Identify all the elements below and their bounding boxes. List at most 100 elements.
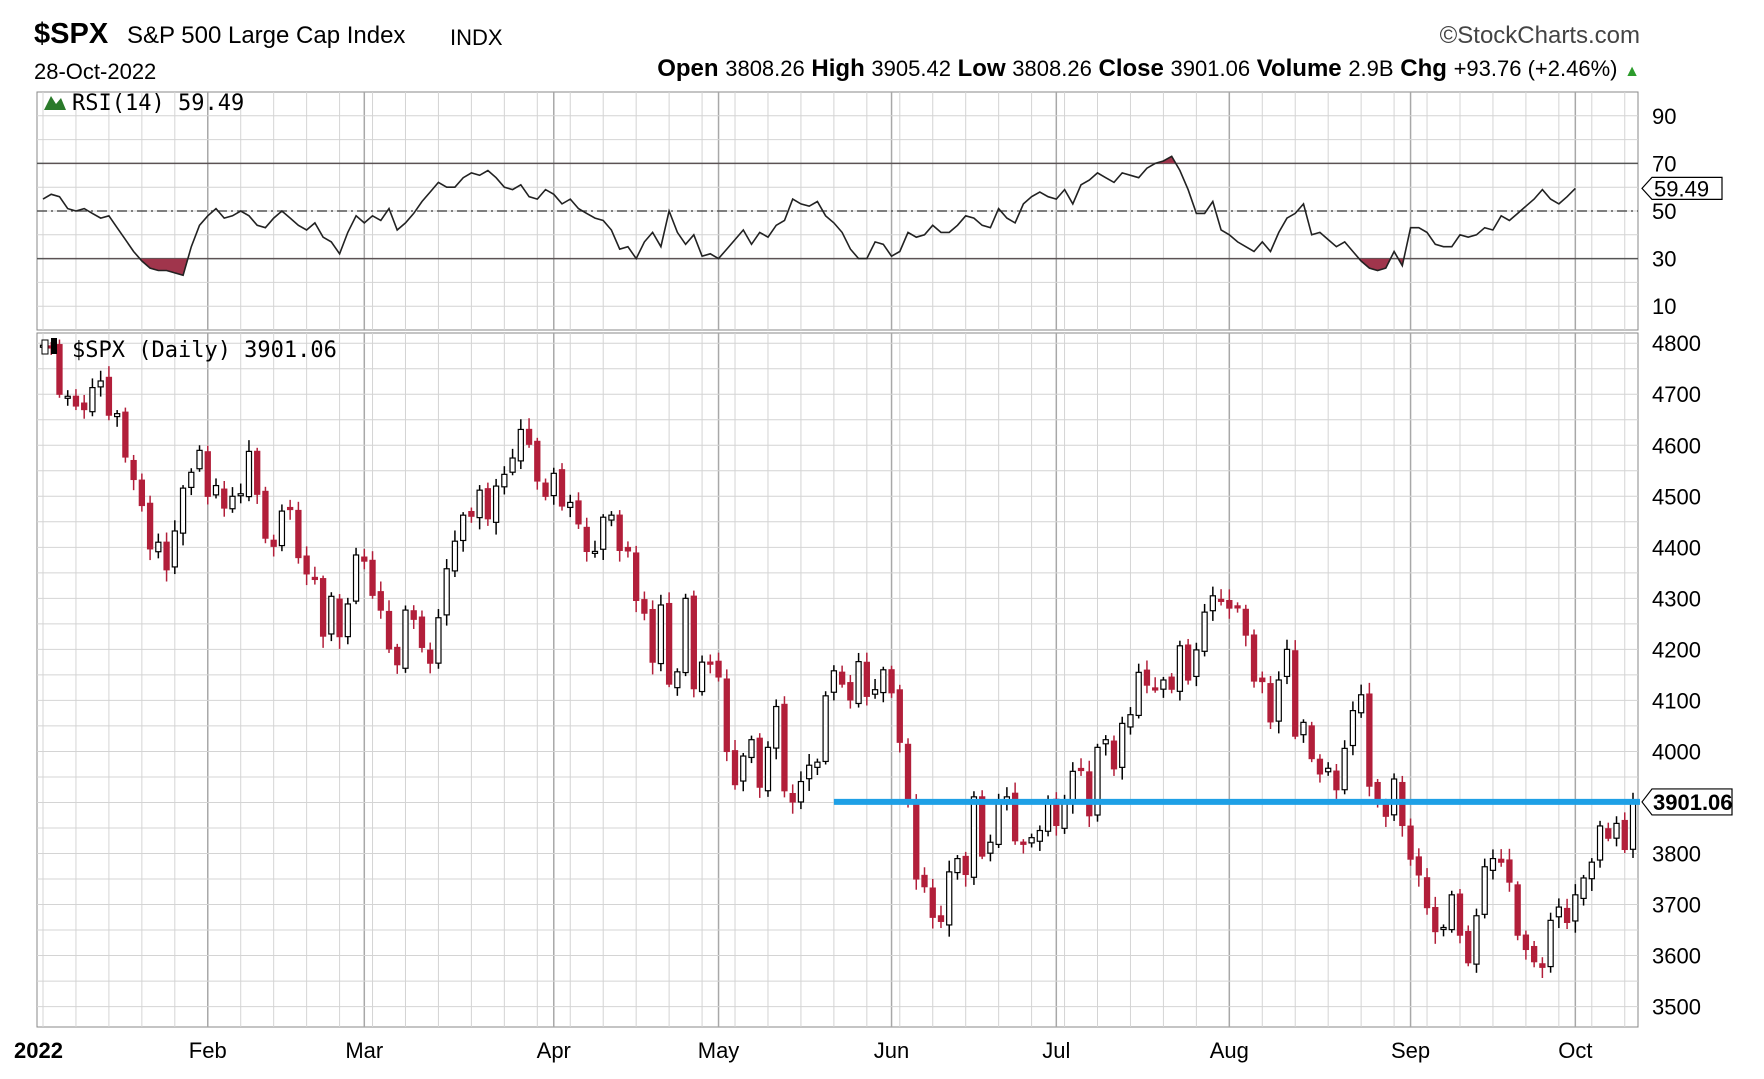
candle-body — [402, 609, 409, 669]
price-tick-label: 4000 — [1652, 739, 1701, 764]
candle-body — [1283, 648, 1291, 678]
candle-body — [1613, 822, 1620, 839]
candle-body — [361, 556, 368, 562]
candle-body — [1292, 650, 1299, 737]
candle-body — [1275, 679, 1282, 722]
candle-body — [1333, 770, 1340, 791]
candle-body — [509, 457, 516, 473]
open-value: 3808.26 — [725, 56, 805, 81]
close-value: 3901.06 — [1170, 56, 1251, 81]
candle-body — [937, 915, 945, 922]
candle-body — [377, 591, 384, 611]
candle-body — [731, 750, 739, 786]
candle-body — [789, 792, 796, 803]
chart-header: $SPX S&P 500 Large Cap Index INDX ©Stock… — [0, 0, 1764, 90]
candle-body — [863, 661, 870, 697]
candle-body — [270, 539, 277, 547]
candle-body — [1390, 778, 1398, 816]
price-tick-label: 3500 — [1652, 995, 1701, 1020]
price-tick-label: 4100 — [1652, 688, 1701, 713]
candle-body — [1316, 758, 1324, 775]
rsi-indicator-icon — [44, 96, 66, 110]
candle-body — [1489, 858, 1497, 871]
candle-body — [756, 737, 763, 788]
price-tick-label: 4300 — [1652, 586, 1701, 611]
candle-body — [484, 488, 492, 520]
candle-body — [427, 649, 434, 664]
candle-body — [583, 526, 590, 553]
candle-body — [1094, 746, 1101, 816]
candle-body — [72, 395, 80, 407]
candle-body — [460, 514, 467, 542]
rsi-tick-label: 50 — [1652, 199, 1676, 224]
candle-body — [410, 610, 417, 620]
candle-body — [814, 761, 821, 768]
candle-body — [1176, 645, 1184, 692]
candle-body — [468, 511, 475, 517]
candle-body — [1465, 930, 1472, 964]
candle-body — [1440, 926, 1447, 931]
candle-body — [130, 459, 137, 481]
candle-icon — [51, 338, 57, 354]
price-tick-label: 4600 — [1652, 433, 1701, 458]
candle-body — [806, 764, 813, 780]
candle-body — [204, 451, 211, 497]
candle-body — [155, 541, 162, 553]
candle-body — [122, 411, 129, 458]
candle-body — [1061, 802, 1068, 829]
x-tick-label: Jun — [874, 1038, 909, 1063]
candle-body — [591, 550, 599, 555]
candle-body — [352, 554, 360, 602]
candle-body — [1152, 687, 1159, 691]
candle-body — [674, 671, 681, 689]
candle-body — [336, 598, 343, 638]
candle-body — [138, 479, 146, 507]
candle-body — [995, 801, 1002, 846]
candle-body — [880, 669, 887, 694]
candle-body — [1119, 722, 1126, 768]
brand-logo[interactable]: ©StockCharts.com — [1440, 22, 1640, 50]
candle-body — [303, 555, 310, 575]
candle-body — [501, 473, 508, 488]
candle-body — [1020, 841, 1027, 845]
low-value: 3808.26 — [1012, 56, 1092, 81]
candle-body — [369, 559, 376, 596]
candle-body — [1193, 649, 1200, 678]
candle-body — [286, 506, 294, 511]
candle-body — [517, 428, 524, 462]
rsi-tick-label: 90 — [1652, 104, 1676, 129]
x-tick-label: Sep — [1391, 1038, 1430, 1063]
candle-body — [435, 617, 442, 664]
price-tick-label: 4700 — [1652, 382, 1701, 407]
candle-body — [1028, 837, 1035, 844]
x-tick-label: Feb — [189, 1038, 227, 1063]
close-label: Close — [1098, 55, 1164, 82]
candle-body — [1308, 725, 1315, 760]
candle-body — [1160, 679, 1167, 690]
candle-body — [1473, 915, 1480, 965]
candle-body — [1044, 800, 1052, 832]
candle-body — [575, 500, 582, 525]
candle-body — [946, 871, 953, 926]
rsi-tick-label: 30 — [1652, 247, 1676, 272]
candle-body — [1086, 771, 1093, 817]
candle-body — [698, 661, 706, 693]
candle-body — [690, 595, 697, 690]
candle-body — [385, 610, 393, 650]
price-value-tag — [1641, 788, 1733, 816]
candle-body — [1209, 595, 1216, 612]
x-tick-label: Aug — [1210, 1038, 1249, 1063]
candle-body — [1036, 829, 1043, 842]
candle-body — [97, 380, 104, 388]
rsi-value-tag — [1641, 176, 1723, 200]
candle-body — [657, 604, 665, 665]
exchange-label: INDX — [450, 25, 503, 50]
candle-body — [929, 887, 936, 918]
brand-label: StockCharts.com — [1457, 22, 1640, 49]
candle-body — [89, 387, 96, 413]
candle-body — [1184, 644, 1192, 681]
candle-body — [1506, 859, 1513, 883]
candle-body — [56, 344, 63, 395]
candle-body — [1448, 894, 1455, 931]
candle-body — [600, 516, 607, 550]
